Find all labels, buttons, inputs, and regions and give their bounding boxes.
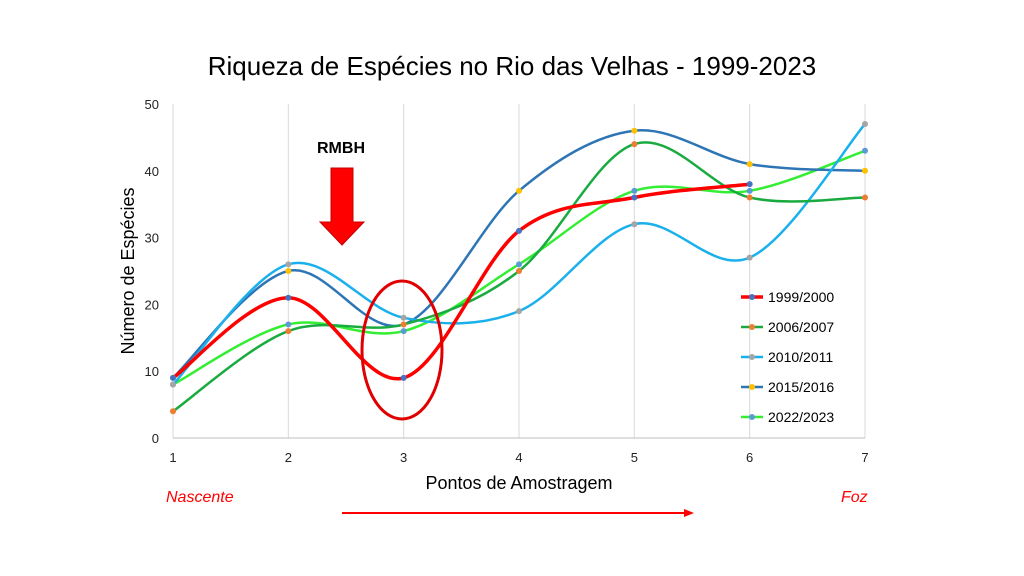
y-tick-label: 40 <box>145 164 159 179</box>
x-tick-label: 4 <box>515 450 522 465</box>
data-point <box>631 221 638 228</box>
data-point <box>746 254 753 261</box>
data-point <box>862 147 868 154</box>
legend-label: 2022/2023 <box>768 409 834 425</box>
data-point <box>746 194 753 201</box>
y-axis-label: Número de Espécies <box>118 187 138 354</box>
legend-label: 2015/2016 <box>768 379 834 395</box>
data-point <box>285 328 292 335</box>
flow-direction-arrow-head <box>684 509 694 517</box>
data-point <box>862 121 868 128</box>
mouth-label: Foz <box>841 489 868 506</box>
data-point <box>516 308 522 315</box>
legend: 1999/2000 2006/2007 2010/2011 2015/2016 2022… <box>741 289 834 425</box>
data-point <box>400 328 407 335</box>
y-tick-label: 10 <box>145 364 159 379</box>
data-point <box>631 194 638 201</box>
data-point <box>170 381 176 388</box>
legend-marker <box>749 354 755 360</box>
rmbh-down-arrow <box>318 167 366 246</box>
data-point <box>862 194 868 201</box>
data-point <box>746 187 753 194</box>
y-tick-labels: 0 10 20 30 40 50 <box>145 97 159 446</box>
data-point <box>400 321 407 328</box>
x-tick-label: 1 <box>169 450 176 465</box>
grid <box>172 104 866 438</box>
x-tick-label: 2 <box>285 450 292 465</box>
data-point <box>400 374 407 381</box>
legend-label: 2006/2007 <box>768 319 834 335</box>
series-points <box>170 121 868 415</box>
data-point <box>285 261 292 268</box>
legend-marker <box>749 324 755 330</box>
legend-marker <box>749 294 755 300</box>
x-tick-label: 6 <box>746 450 753 465</box>
data-point <box>400 314 407 321</box>
legend-marker <box>749 414 755 420</box>
source-label: Nascente <box>166 489 234 506</box>
highlight-ellipse <box>360 279 444 421</box>
x-tick-label: 3 <box>400 450 407 465</box>
data-point <box>170 408 176 415</box>
data-point <box>746 181 753 188</box>
data-point <box>516 268 522 274</box>
y-tick-label: 0 <box>152 431 159 446</box>
data-point <box>516 187 522 194</box>
data-point <box>631 187 638 194</box>
data-point <box>746 161 753 168</box>
legend-label: 2010/2011 <box>768 349 833 365</box>
data-point <box>631 141 638 148</box>
y-tick-label: 50 <box>145 97 159 112</box>
legend-marker <box>749 384 755 390</box>
data-point <box>170 374 176 381</box>
data-point <box>285 321 292 328</box>
data-point <box>516 227 522 234</box>
x-tick-labels: 1 2 3 4 5 6 7 <box>169 450 868 465</box>
x-tick-label: 5 <box>631 450 638 465</box>
legend-label: 1999/2000 <box>768 289 834 305</box>
data-point <box>285 268 292 274</box>
chart-title: Riqueza de Espécies no Rio das Velhas - … <box>208 51 817 81</box>
data-point <box>862 167 868 174</box>
data-point <box>285 294 292 301</box>
rmbh-label: RMBH <box>317 140 365 157</box>
x-axis-label: Pontos de Amostragem <box>425 473 612 493</box>
data-point <box>516 261 522 268</box>
y-tick-label: 20 <box>145 297 159 312</box>
data-point <box>631 127 638 134</box>
x-tick-label: 7 <box>861 450 868 465</box>
y-tick-label: 30 <box>145 231 159 246</box>
